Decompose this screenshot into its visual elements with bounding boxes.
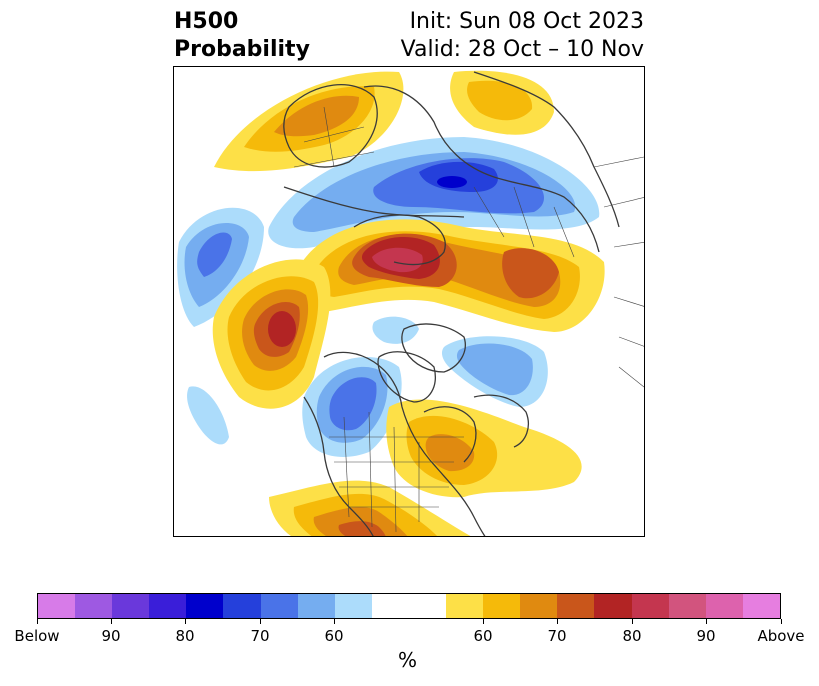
colorbar-tick-label: 90 (101, 627, 121, 645)
colorbar-segment (186, 594, 224, 618)
colorbar-segment (75, 594, 113, 618)
colorbar-segment (260, 594, 298, 618)
title-line1: H500 (174, 9, 239, 34)
colorbar-tick-label: Below (14, 627, 60, 645)
colorbar-unit-label: % (398, 648, 418, 672)
colorbar-tick-label: Above (757, 627, 805, 645)
colorbar-segment (742, 594, 780, 618)
colorbar-tick-label: 60 (473, 627, 493, 645)
colorbar-tickmark (185, 619, 186, 624)
anomaly-gulf-alaska-above (212, 259, 331, 409)
date-info: Init: Sun 08 Oct 2023 Valid: 28 Oct – 10… (401, 8, 644, 64)
colorbar-segment (557, 594, 595, 618)
colorbar-segment (149, 594, 187, 618)
coastlines (283, 71, 620, 536)
colorbar-tick-label: 70 (547, 627, 567, 645)
anomaly-southern-us-above (269, 480, 471, 536)
political-borders (293, 106, 644, 533)
anomaly-western-canada-below (302, 357, 402, 457)
colorbar-tick-label: 90 (696, 627, 716, 645)
anomaly-north-pacific-below (177, 207, 264, 327)
colorbar-segment (446, 594, 484, 618)
title-line2: Probability (174, 37, 310, 62)
init-date: Init: Sun 08 Oct 2023 (409, 9, 644, 34)
colorbar-tickmark (632, 619, 633, 624)
colorbar-segment (520, 594, 558, 618)
anomaly-siberia-below (268, 137, 600, 249)
colorbar-tickmark (706, 619, 707, 624)
colorbar-tickmark (483, 619, 484, 624)
valid-period: Valid: 28 Oct – 10 Nov (400, 37, 644, 62)
anomaly-pacific-small-below (187, 386, 229, 445)
colorbar (37, 593, 781, 619)
colorbar-segment (668, 594, 706, 618)
anomaly-hudson-below (372, 316, 548, 407)
colorbar-segment (38, 594, 76, 618)
probability-map (173, 66, 645, 537)
anomaly-arctic-above (292, 219, 605, 332)
colorbar-segment (483, 594, 521, 618)
colorbar-tickmark (260, 619, 261, 624)
chart-title: H500 Probability (174, 8, 310, 64)
colorbar-tickmark (334, 619, 335, 624)
colorbar-segment (631, 594, 669, 618)
anomaly-eastern-us-above (386, 399, 582, 498)
colorbar-segment (705, 594, 743, 618)
colorbar-tick-label: 60 (324, 627, 344, 645)
map-svg (174, 67, 644, 536)
colorbar-tickmark (111, 619, 112, 624)
colorbar-segment (112, 594, 150, 618)
colorbar-tickmark (557, 619, 558, 624)
colorbar-segment (334, 594, 372, 618)
colorbar-segment (408, 594, 447, 618)
colorbar-tickmark (781, 619, 782, 624)
colorbar-segment (371, 594, 409, 618)
anomaly-asia-above (450, 70, 554, 135)
anomaly-europe-above (214, 71, 404, 172)
colorbar-segment (223, 594, 261, 618)
colorbar-segment (594, 594, 632, 618)
colorbar-tickmark (37, 619, 38, 624)
colorbar-tick-label: 70 (250, 627, 270, 645)
colorbar-tick-label: 80 (622, 627, 642, 645)
colorbar-segment (297, 594, 335, 618)
colorbar-tick-label: 80 (175, 627, 195, 645)
